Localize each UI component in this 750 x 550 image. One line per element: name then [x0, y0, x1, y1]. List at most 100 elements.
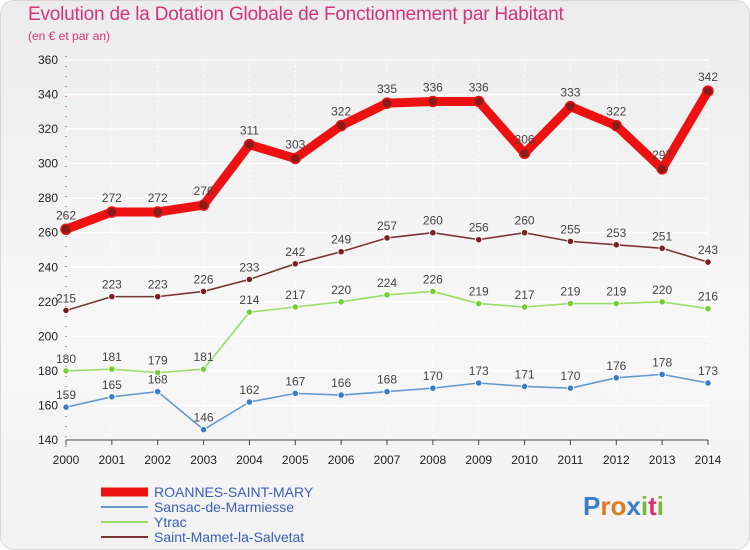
data-label: 179 — [148, 354, 168, 368]
data-point — [291, 389, 299, 397]
x-tick-label: 2006 — [328, 453, 355, 467]
data-label: 306 — [515, 132, 535, 146]
data-label: 303 — [285, 137, 305, 151]
data-label: 181 — [194, 350, 214, 364]
data-point — [60, 223, 72, 236]
data-label: 219 — [469, 285, 489, 299]
data-label: 260 — [515, 214, 535, 228]
data-label: 333 — [560, 86, 580, 100]
data-label: 220 — [331, 283, 351, 297]
data-label: 217 — [285, 288, 305, 302]
data-label: 159 — [56, 388, 76, 402]
chart-subtitle: (en € et par an) — [28, 29, 111, 43]
legend-label: Ytrac — [154, 514, 187, 530]
axes: 140 160 180 200 220 240 260 280 300 320 340 360 2000… — [38, 53, 722, 467]
data-point — [475, 299, 483, 308]
y-tick-label: 360 — [38, 53, 58, 67]
data-label: 260 — [423, 214, 443, 228]
data-point — [429, 229, 437, 237]
data-point — [62, 403, 70, 411]
data-point — [520, 382, 529, 391]
data-point — [197, 199, 210, 211]
y-tick-label: 140 — [38, 433, 58, 447]
data-label: 168 — [148, 373, 168, 387]
data-point — [429, 384, 437, 392]
x-tick-label: 2009 — [465, 453, 492, 467]
legend-label: ROANNES-SAINT-MARY — [154, 484, 314, 500]
data-label: 226 — [194, 272, 214, 286]
data-label: 255 — [560, 222, 580, 236]
y-tick-label: 160 — [38, 398, 58, 412]
data-point — [475, 236, 483, 244]
data-label: 216 — [698, 290, 718, 304]
legend-label: Saint-Mamet-la-Salvetat — [154, 529, 304, 545]
y-tick-label: 220 — [38, 295, 58, 309]
data-label: 242 — [285, 245, 305, 259]
series-sansac-de-marmiesse: 159 165 168 146 162 167 166 168 170 173 171 170 176 1… — [56, 355, 718, 434]
data-label: 224 — [377, 276, 397, 290]
data-label: 180 — [56, 352, 76, 366]
y-tick-label: 260 — [38, 226, 58, 240]
data-point — [151, 206, 164, 218]
y-tick-label: 240 — [38, 260, 58, 274]
data-point — [383, 291, 391, 299]
data-point — [612, 299, 620, 308]
data-label: 233 — [239, 260, 259, 274]
chart-title: Evolution de la Dotation Globale de Fonc… — [28, 4, 564, 25]
data-label: 311 — [240, 124, 259, 138]
data-point — [245, 275, 254, 283]
data-label: 223 — [102, 278, 122, 292]
data-label: 170 — [560, 369, 580, 383]
data-label: 162 — [239, 383, 259, 397]
data-point — [429, 287, 437, 296]
data-label: 219 — [560, 285, 580, 299]
data-point — [108, 365, 116, 373]
data-point — [291, 260, 299, 268]
data-point — [658, 370, 666, 378]
logo-letter: t — [648, 491, 657, 521]
x-tick-label: 2008 — [420, 453, 447, 467]
y-tick-label: 340 — [38, 88, 58, 102]
data-label: 272 — [102, 191, 122, 205]
data-point — [245, 308, 254, 316]
data-point — [62, 306, 70, 315]
data-point — [656, 163, 668, 175]
data-label: 173 — [469, 364, 489, 378]
data-label: 226 — [423, 272, 443, 286]
data-point — [291, 303, 299, 311]
data-point — [108, 393, 116, 401]
x-tick-label: 2014 — [695, 453, 722, 467]
data-label: 253 — [606, 226, 626, 240]
data-point — [520, 229, 529, 237]
data-point — [612, 241, 620, 249]
data-label: 166 — [331, 376, 351, 390]
data-point — [383, 388, 391, 396]
x-tick-label: 2012 — [603, 453, 630, 467]
y-tick-label: 180 — [38, 364, 58, 378]
data-point — [154, 293, 162, 301]
x-tick-label: 2003 — [190, 453, 217, 467]
data-label: 262 — [56, 208, 76, 222]
data-label: 215 — [56, 291, 76, 305]
data-point — [199, 365, 208, 373]
data-label: 276 — [194, 184, 214, 198]
series-ytrac: 180 181 179 181 214 217 220 224 226 219 217 219 219 2… — [56, 272, 718, 377]
data-label: 176 — [606, 359, 626, 373]
data-label: 251 — [652, 229, 672, 243]
logo-text: Proxiti — [583, 491, 664, 521]
data-point — [564, 100, 577, 113]
data-point — [62, 367, 70, 375]
x-tick-label: 2002 — [144, 453, 171, 467]
data-label: 217 — [515, 288, 535, 302]
data-point — [199, 287, 208, 296]
data-label: 272 — [148, 191, 168, 205]
logo-letter: i — [641, 491, 648, 521]
y-tick-label: 280 — [38, 191, 58, 205]
data-label: 168 — [377, 373, 397, 387]
data-label: 223 — [148, 278, 168, 292]
data-point — [245, 398, 254, 406]
data-label: 336 — [469, 80, 489, 94]
logo-letter: o — [610, 491, 626, 521]
data-point — [381, 97, 393, 109]
